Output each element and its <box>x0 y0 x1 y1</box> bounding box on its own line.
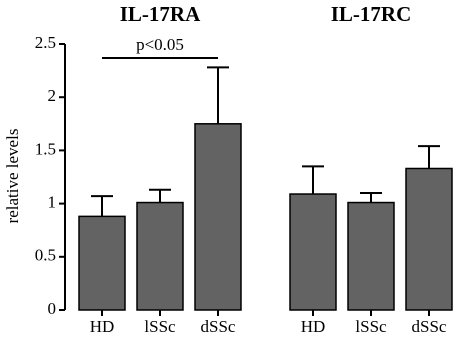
y-tick-label: 2.5 <box>35 33 56 52</box>
y-axis-label: relative levels <box>3 129 22 224</box>
x-tick-label: HD <box>301 317 326 336</box>
bar <box>405 167 453 311</box>
bar <box>194 123 242 311</box>
y-tick-label: 1 <box>48 193 57 212</box>
x-tick-label: HD <box>90 317 115 336</box>
group-title: IL-17RC <box>331 2 412 26</box>
x-tick-label: lSSc <box>144 317 176 336</box>
annotation: p<0.05 <box>136 35 184 54</box>
x-tick-label: dSSc <box>412 317 447 336</box>
x-tick-label: dSSc <box>201 317 236 336</box>
y-tick-label: 0 <box>48 299 57 318</box>
y-tick-label: 0.5 <box>35 246 56 265</box>
bar <box>78 215 126 311</box>
y-tick-label: 2 <box>48 86 57 105</box>
bar <box>347 201 395 311</box>
group-title: IL-17RA <box>120 2 201 26</box>
bar <box>136 201 184 311</box>
x-tick-label: lSSc <box>355 317 387 336</box>
y-tick-label: 1.5 <box>35 139 56 158</box>
bar <box>289 193 337 311</box>
